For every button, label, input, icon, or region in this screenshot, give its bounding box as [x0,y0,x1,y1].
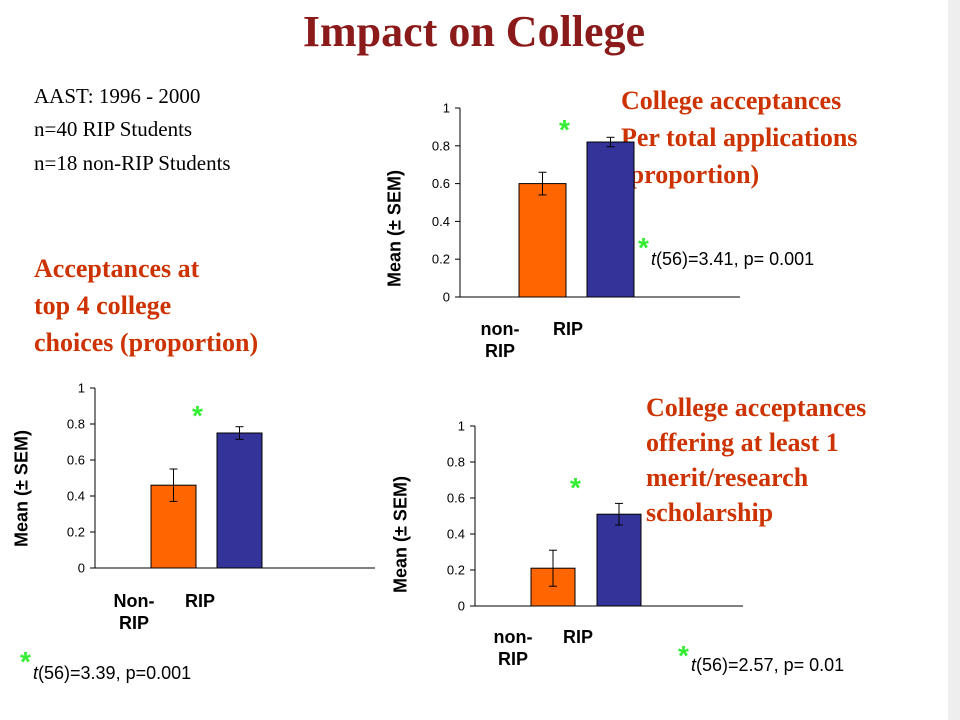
y-tick-label: 0.4 [432,214,450,229]
chart-top4-category-rip: RIP [170,590,230,612]
category-line: Non- [113,591,155,611]
page-title: Impact on College [302,7,646,56]
heading-line: Per total applications [621,123,858,152]
y-tick-label: 0 [78,561,85,576]
y-tick-label: 1 [458,419,465,434]
y-tick-label: 1 [78,381,85,396]
category-line: RIP [184,591,215,611]
chart-scholarship-ylabel: Mean (± SEM) [390,476,411,593]
t-statistic-symbol: t [33,663,39,683]
chart-per-total-plot: 0 0.2 0.4 0.6 0.8 1 [432,101,740,305]
category-line: non- [480,319,520,339]
chart-scholarship-stat-star: * [678,640,689,671]
category-line: non- [493,627,533,647]
study-period: AAST: 1996 - 2000 [34,84,201,108]
heading-line: offering at least 1 [646,428,839,457]
t-statistic-symbol: t [651,249,657,269]
chart-scholarship-significance-star: * [570,472,581,503]
heading-line: choices (proportion) [34,328,259,357]
chart-top4-ylabel: Mean (± SEM) [11,430,32,547]
chart-per-total-significance-star: * [559,114,570,145]
heading-line: merit/research [646,463,809,492]
category-line: RIP [552,319,583,339]
heading-line: scholarship [646,498,774,527]
y-tick-label: 0 [458,599,465,614]
chart-scholarship-heading: College acceptances offering at least 1 … [646,390,866,530]
chart-scholarship-plot: 0 0.2 0.4 0.6 0.8 1 [447,419,743,614]
category-line: RIP [562,627,593,647]
chart-top4-heading: Acceptances at top 4 college choices (pr… [34,250,258,361]
stat-text: (56)=3.41, p= 0.001 [656,249,815,269]
stat-text: (56)=2.57, p= 0.01 [696,655,845,675]
chart-top4-category-non-rip: Non- RIP [96,590,172,634]
y-tick-label: 1 [443,101,450,116]
y-tick-label: 0 [443,290,450,305]
chart-scholarship-category-rip: RIP [548,626,608,648]
chart-top4-stat-star: * [20,646,31,677]
category-line: RIP [118,613,149,633]
chart-scholarship-stat: t(56)=2.57, p= 0.01 [691,655,844,676]
chart-per-total-stat-star: * [638,232,649,263]
t-statistic-symbol: t [691,655,697,675]
non-rip-sample-size: n=18 non-RIP Students [34,151,231,175]
y-tick-label: 0.8 [447,455,465,470]
chart-per-total-category-non-rip: non- RIP [462,318,538,362]
y-tick-label: 0.8 [67,417,85,432]
bar-rip [586,141,635,298]
chart-scholarship-category-non-rip: non- RIP [475,626,551,670]
y-tick-label: 0.8 [432,138,450,153]
y-tick-label: 0.2 [432,252,450,267]
y-tick-label: 0.6 [67,453,85,468]
heading-line: College acceptances [646,393,867,422]
heading-line: top 4 college [34,291,172,320]
y-tick-label: 0.4 [67,489,85,504]
bar-non-rip [518,183,567,298]
bar-rip [216,432,263,569]
y-tick-label: 0.2 [67,525,85,540]
y-tick-label: 0.2 [447,563,465,578]
chart-per-total-ylabel: Mean (± SEM) [384,170,405,287]
chart-per-total-category-rip: RIP [538,318,598,340]
bar-rip [596,513,642,607]
chart-per-total-stat: t(56)=3.41, p= 0.001 [651,249,814,270]
heading-line: (proportion) [621,160,760,189]
chart-top4-significance-star: * [192,400,203,431]
stat-text: (56)=3.39, p=0.001 [38,663,192,683]
rip-sample-size: n=40 RIP Students [34,117,193,141]
chart-top4-plot: 0 0.2 0.4 0.6 0.8 1 [67,381,375,576]
category-line: RIP [484,341,515,361]
y-tick-label: 0.4 [447,527,465,542]
slide-edge [948,0,960,720]
heading-line: Acceptances at [34,254,200,283]
category-line: RIP [497,649,528,669]
y-tick-label: 0.6 [447,491,465,506]
heading-line: College acceptances [621,86,842,115]
y-tick-label: 0.6 [432,176,450,191]
chart-per-total-heading: College acceptances Per total applicatio… [621,82,857,193]
chart-top4-stat: t(56)=3.39, p=0.001 [33,663,191,684]
